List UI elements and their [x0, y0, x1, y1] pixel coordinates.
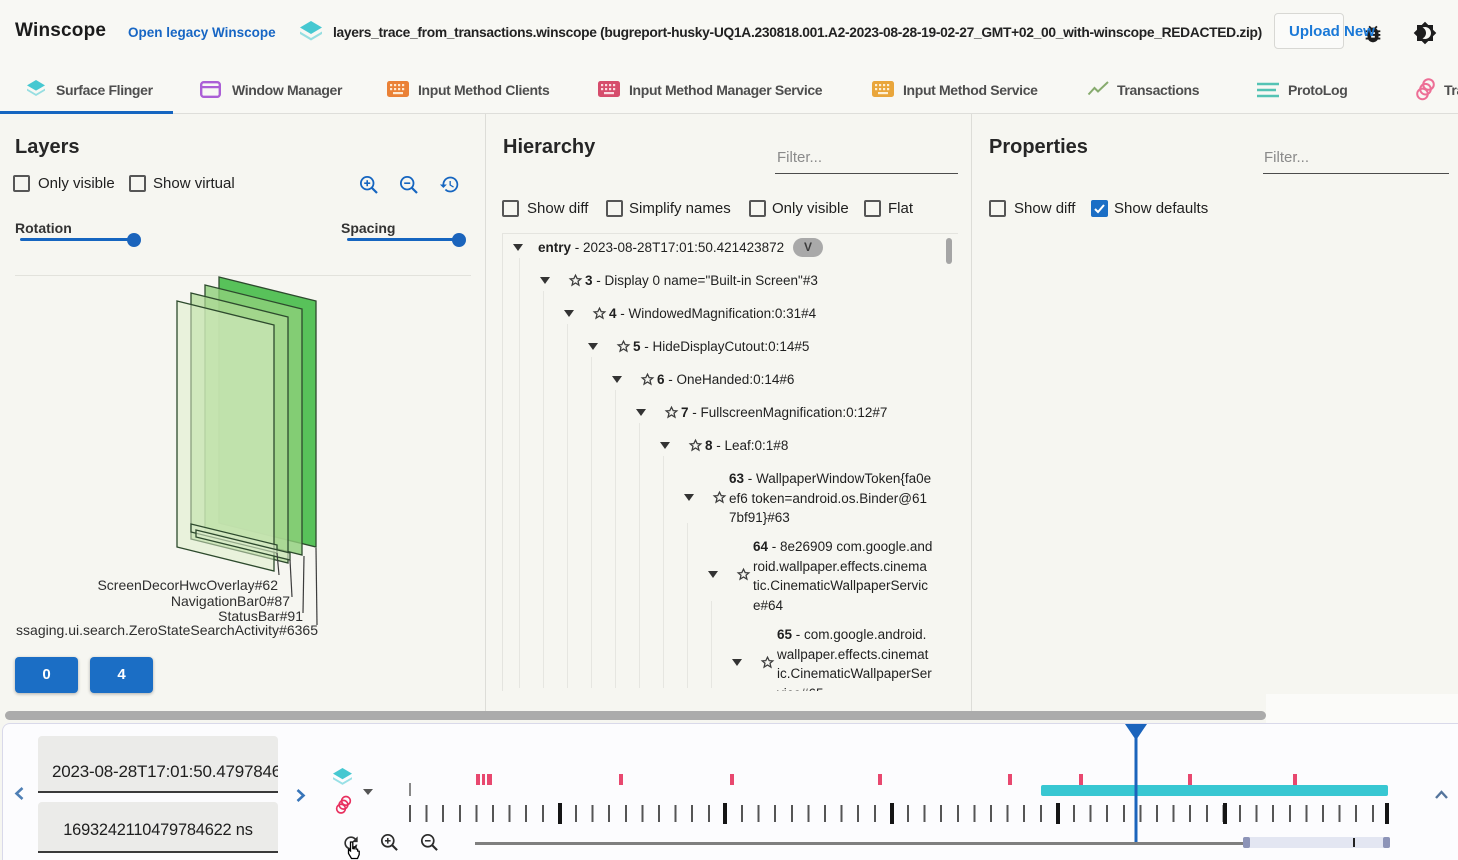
svg-text:ScreenDecorHwcOverlay#62: ScreenDecorHwcOverlay#62	[97, 577, 278, 593]
svg-text:StatusBar#91: StatusBar#91	[218, 608, 303, 624]
svg-text:NavigationBar0#87: NavigationBar0#87	[171, 593, 290, 609]
svg-text:ssaging.ui.search.ZeroStateSea: ssaging.ui.search.ZeroStateSearchActivit…	[16, 622, 318, 638]
